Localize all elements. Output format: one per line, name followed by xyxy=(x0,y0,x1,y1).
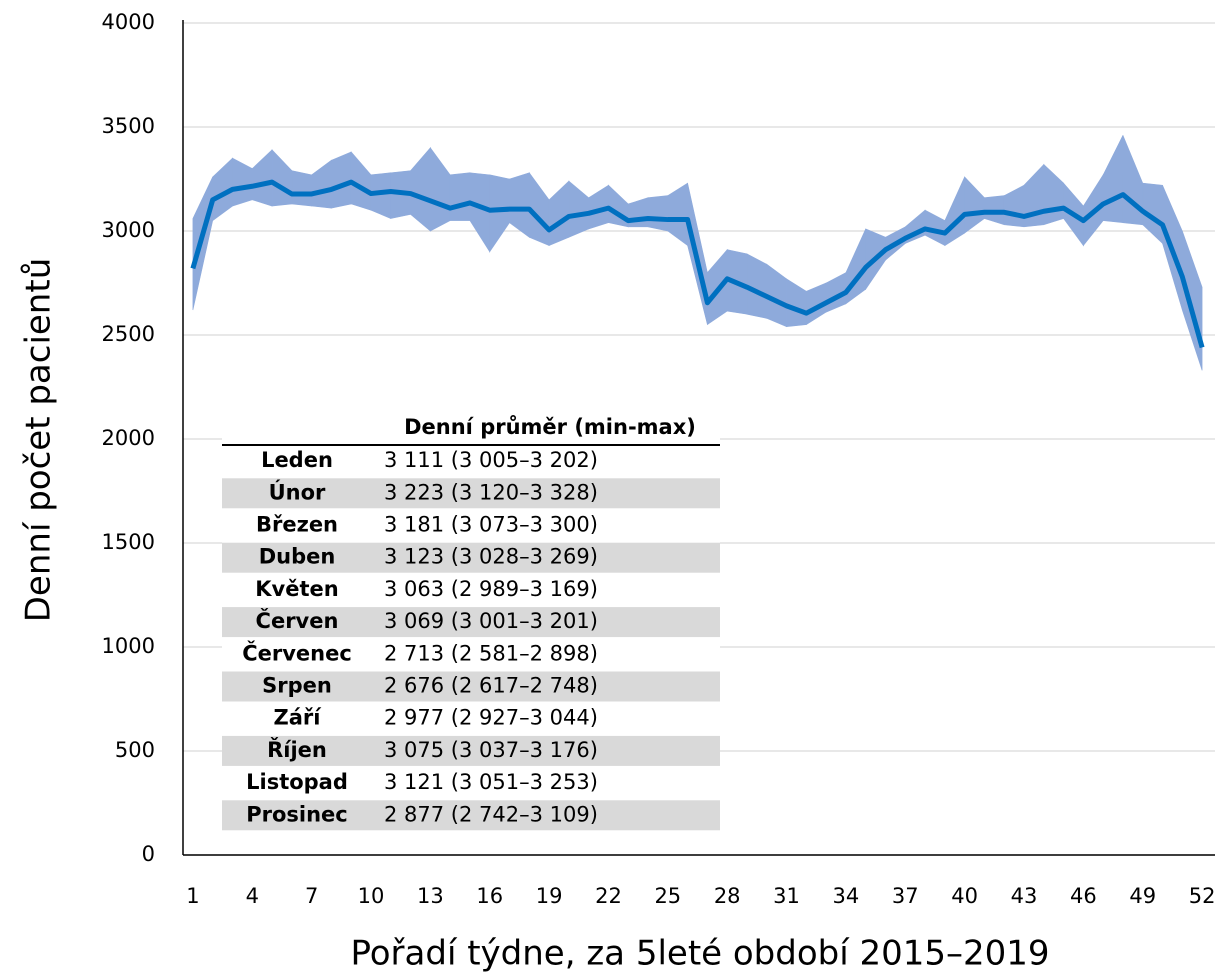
min-max-band xyxy=(469,172,491,253)
x-tick-label: 34 xyxy=(833,884,860,908)
month-value: 2 676 (2 617–2 748) xyxy=(384,674,598,698)
min-max-band xyxy=(489,174,510,253)
month-value: 3 123 (3 028–3 269) xyxy=(384,545,598,569)
x-tick-label: 25 xyxy=(654,884,681,908)
table-header: Denní průměr (min-max) xyxy=(404,415,696,439)
min-max-band xyxy=(291,170,312,207)
x-tick-label: 43 xyxy=(1011,884,1038,908)
x-tick-label: 7 xyxy=(305,884,318,908)
month-name: Říjen xyxy=(267,737,327,762)
x-tick-label: 31 xyxy=(773,884,800,908)
x-tick-label: 37 xyxy=(892,884,919,908)
month-name: Červen xyxy=(256,608,339,633)
y-tick-label: 2500 xyxy=(102,322,155,346)
month-value: 2 877 (2 742–3 109) xyxy=(384,802,598,826)
min-max-band xyxy=(1182,230,1203,371)
min-max-band xyxy=(449,172,471,221)
y-tick-label: 4000 xyxy=(102,10,155,34)
row-shade xyxy=(222,800,720,831)
month-name: Listopad xyxy=(246,770,348,794)
min-max-band xyxy=(1043,163,1064,226)
x-tick-label: 40 xyxy=(951,884,978,908)
month-name: Leden xyxy=(261,448,333,472)
min-max-band xyxy=(786,278,807,328)
x-tick-label: 10 xyxy=(358,884,385,908)
month-name: Únor xyxy=(269,479,326,504)
month-value: 2 977 (2 927–3 044) xyxy=(384,706,598,730)
x-tick-label: 4 xyxy=(246,884,259,908)
min-max-band xyxy=(1003,184,1025,228)
min-max-band xyxy=(1102,135,1124,224)
min-max-band xyxy=(647,195,669,232)
month-name: Duben xyxy=(259,545,336,569)
min-max-band xyxy=(271,149,293,207)
x-tick-label: 1 xyxy=(186,884,199,908)
y-tick-label: 0 xyxy=(142,842,155,866)
min-max-band xyxy=(548,180,570,247)
y-tick-label: 1000 xyxy=(102,634,155,658)
x-tick-label: 13 xyxy=(417,884,444,908)
row-shade xyxy=(222,671,720,702)
month-value: 3 069 (3 001–3 201) xyxy=(384,609,598,633)
y-tick-label: 1500 xyxy=(102,530,155,554)
row-shade xyxy=(222,542,720,573)
y-tick-label: 3500 xyxy=(102,114,155,138)
row-shade xyxy=(222,607,720,638)
month-name: Březen xyxy=(256,513,338,537)
x-tick-label: 52 xyxy=(1189,884,1216,908)
x-tick-label: 46 xyxy=(1070,884,1097,908)
x-axis-title: Pořadí týdne, za 5leté období 2015–2019 xyxy=(350,934,1049,974)
month-value: 3 121 (3 051–3 253) xyxy=(384,770,598,794)
month-name: Květen xyxy=(255,577,338,601)
min-max-band xyxy=(944,176,965,247)
y-tick-label: 2000 xyxy=(102,426,155,450)
month-name: Září xyxy=(274,706,323,730)
min-max-band xyxy=(430,146,451,232)
month-name: Prosinec xyxy=(246,802,348,826)
x-tick-label: 19 xyxy=(536,884,563,908)
month-name: Srpen xyxy=(262,674,332,698)
month-value: 3 181 (3 073–3 300) xyxy=(384,513,598,537)
min-max-band xyxy=(251,149,273,207)
month-value: 2 713 (2 581–2 898) xyxy=(384,641,598,665)
y-axis-title: Denní počet pacientů xyxy=(19,258,59,623)
min-max-band xyxy=(509,172,530,238)
row-shade xyxy=(222,735,720,766)
month-value: 3 111 (3 005–3 202) xyxy=(384,448,598,472)
mean-line xyxy=(190,179,1205,349)
x-tick-label: 16 xyxy=(476,884,503,908)
min-max-band xyxy=(192,176,213,311)
month-value: 3 075 (3 037–3 176) xyxy=(384,738,598,762)
x-tick-label: 49 xyxy=(1129,884,1156,908)
y-tick-label: 3000 xyxy=(102,218,155,242)
x-tick-label: 28 xyxy=(714,884,741,908)
min-max-band xyxy=(667,182,688,247)
min-max-band xyxy=(964,176,985,234)
min-max-band xyxy=(232,157,253,207)
x-tick-label: 22 xyxy=(595,884,622,908)
row-shade xyxy=(222,478,720,509)
min-max-band xyxy=(311,159,332,209)
month-name: Červenec xyxy=(242,640,352,665)
min-max-band xyxy=(331,151,352,209)
y-tick-label: 500 xyxy=(115,738,155,762)
min-max-band xyxy=(410,146,431,232)
month-value: 3 223 (3 120–3 328) xyxy=(384,480,598,504)
min-max-band xyxy=(568,180,589,238)
month-value: 3 063 (2 989–3 169) xyxy=(384,577,598,601)
